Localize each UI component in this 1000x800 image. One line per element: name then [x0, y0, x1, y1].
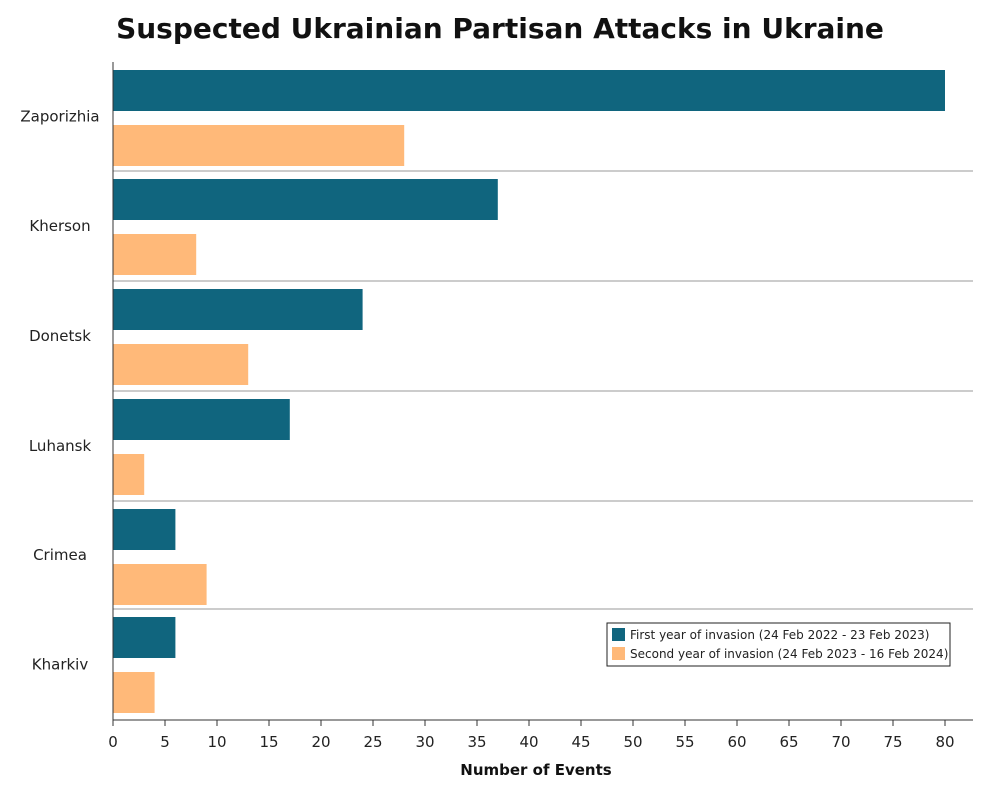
bar-kharkiv-series-1 [113, 617, 176, 658]
bar-zaporizhia-series-2 [113, 125, 405, 166]
x-tick-label: 75 [883, 733, 902, 751]
legend-swatch [612, 628, 625, 641]
x-tick-label: 0 [108, 733, 118, 751]
legend-swatch [612, 647, 625, 660]
x-tick-label: 45 [571, 733, 590, 751]
x-tick-label: 40 [519, 733, 538, 751]
x-tick-label: 80 [935, 733, 954, 751]
x-axis-title: Number of Events [460, 761, 611, 779]
category-label: Kharkiv [32, 656, 89, 674]
x-tick-label: 70 [831, 733, 850, 751]
x-tick-label: 10 [207, 733, 226, 751]
bar-donetsk-series-1 [113, 289, 363, 330]
x-tick-label: 60 [727, 733, 746, 751]
bar-crimea-series-2 [113, 564, 207, 605]
x-tick-label: 50 [623, 733, 642, 751]
bar-donetsk-series-2 [113, 344, 249, 385]
category-label: Zaporizhia [20, 108, 99, 126]
bar-luhansk-series-2 [113, 454, 145, 495]
category-label: Crimea [33, 546, 87, 564]
category-separators [113, 170, 973, 610]
x-tick-label: 65 [779, 733, 798, 751]
x-tick-label: 5 [160, 733, 170, 751]
bar-kharkiv-series-2 [113, 672, 155, 713]
bar-kherson-series-1 [113, 179, 498, 220]
x-tick-label: 25 [363, 733, 382, 751]
category-label: Luhansk [29, 437, 92, 455]
x-tick-label: 55 [675, 733, 694, 751]
legend-box [606, 622, 951, 667]
category-labels: Zaporizhia Kherson Donetsk Luhansk Crimea Kha… [20, 108, 99, 674]
bars-group [113, 70, 945, 713]
x-tick-label: 30 [415, 733, 434, 751]
legend-label: Second year of invasion (24 Feb 2023 - 1… [630, 647, 948, 661]
category-label: Kherson [29, 217, 90, 235]
bar-luhansk-series-1 [113, 399, 290, 440]
x-axis-ticks: 0 5 10 15 20 25 30 35 40 45 50 55 60 65 70 75 80 [108, 720, 955, 751]
category-label: Donetsk [29, 327, 91, 345]
axes [112, 62, 973, 721]
bar-kherson-series-2 [113, 234, 197, 275]
x-tick-label: 20 [311, 733, 330, 751]
bar-zaporizhia-series-1 [113, 70, 945, 111]
legend: First year of invasion (24 Feb 2022 - 23… [606, 622, 951, 667]
bar-crimea-series-1 [113, 509, 176, 550]
x-tick-label: 35 [467, 733, 486, 751]
legend-label: First year of invasion (24 Feb 2022 - 23… [630, 628, 929, 642]
chart-title: Suspected Ukrainian Partisan Attacks in … [116, 12, 884, 45]
x-tick-label: 15 [259, 733, 278, 751]
